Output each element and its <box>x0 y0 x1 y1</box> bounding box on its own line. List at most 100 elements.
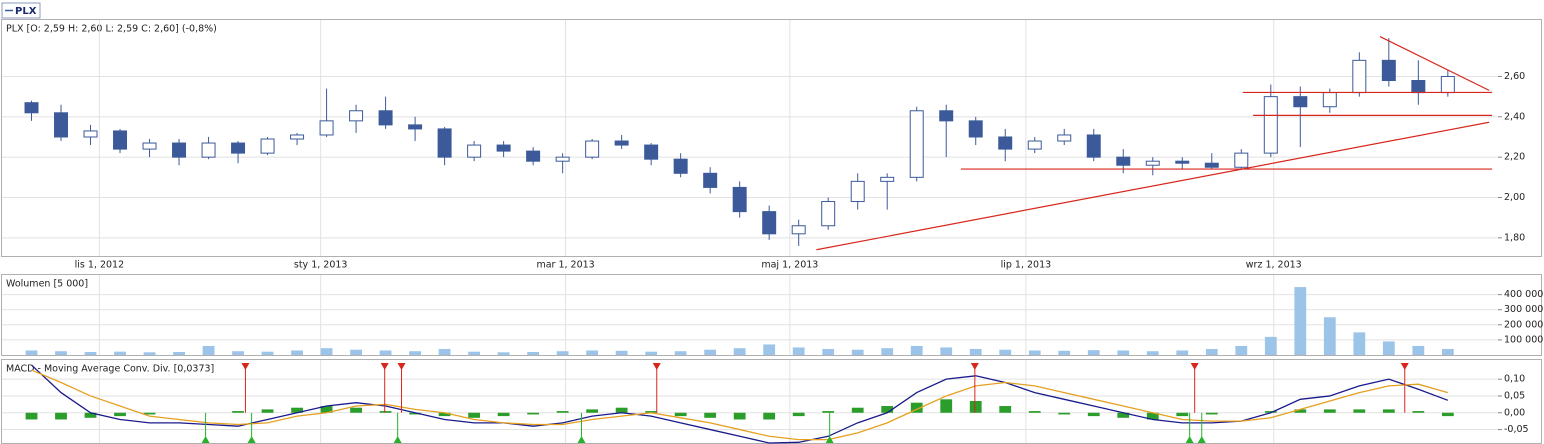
volume-bar <box>1294 287 1307 355</box>
sell-signal <box>241 363 250 370</box>
volume-bar <box>1264 336 1277 355</box>
volume-bar <box>615 350 628 355</box>
macd-histogram-bar <box>1264 411 1277 413</box>
candle-body <box>1057 134 1072 142</box>
trend-line <box>816 121 1490 251</box>
candle-body <box>496 144 511 152</box>
candle-body <box>673 158 688 174</box>
x-tick-label: lip 1, 2013 <box>1001 260 1052 271</box>
macd-histogram-bar <box>25 412 38 420</box>
volume-bar <box>1235 345 1248 355</box>
macd-histogram-bar <box>704 412 717 418</box>
candle-body <box>437 128 452 158</box>
candle-body <box>1293 96 1308 108</box>
candle-body <box>1234 152 1249 168</box>
macd-histogram-bar <box>1441 412 1454 417</box>
macd-histogram-bar <box>114 412 126 417</box>
volume-bar <box>527 351 540 355</box>
volume-bar <box>55 351 67 355</box>
macd-title: MACD - Moving Average Conv. Div. [0,0373… <box>6 364 214 375</box>
macd-histogram-bar <box>999 406 1012 413</box>
volume-bar <box>1146 351 1159 355</box>
candle-body <box>319 120 334 136</box>
candle-body <box>821 201 836 227</box>
volume-bar <box>320 348 333 355</box>
macd-histogram-bar <box>232 411 244 413</box>
candle-body <box>1116 156 1131 166</box>
macd-histogram-bar <box>1117 412 1130 418</box>
macd-histogram-bar <box>763 412 776 420</box>
volume-bar <box>409 351 421 355</box>
volume-bar <box>497 352 510 355</box>
macd-histogram-bar <box>261 409 274 413</box>
volume-bar <box>350 349 362 355</box>
volume-bar <box>1117 350 1130 355</box>
candle-body <box>172 142 187 158</box>
macd-histogram-bar <box>379 411 392 413</box>
x-tick-label: maj 1, 2013 <box>761 260 818 271</box>
volume-bar <box>881 348 894 355</box>
volume-bar <box>379 350 392 355</box>
y-tick-label: 400 000 <box>1504 289 1543 300</box>
macd-histogram-bar <box>851 407 864 413</box>
trend-line <box>1379 36 1490 91</box>
macd-histogram-bar <box>586 409 599 413</box>
volume-bar <box>586 350 599 355</box>
candle-body <box>614 140 629 146</box>
buy-signal <box>577 436 586 443</box>
volume-bar <box>1412 345 1425 355</box>
macd-histogram-bar <box>615 407 628 413</box>
volume-bar <box>438 348 451 355</box>
volume-bar <box>84 351 97 355</box>
volume-bar <box>674 351 687 355</box>
macd-histogram-bar <box>1412 411 1425 413</box>
volume-bar <box>468 351 481 355</box>
y-tick-label: 200 000 <box>1504 319 1543 330</box>
macd-histogram-bar <box>792 412 805 417</box>
volume-bar <box>792 347 805 355</box>
volume-bar <box>822 348 835 355</box>
macd-histogram-bar <box>1146 412 1159 420</box>
y-tick-label: 300 000 <box>1504 304 1543 315</box>
candle-body <box>54 112 69 138</box>
sell-signal <box>1400 363 1409 370</box>
volume-bar <box>645 351 658 355</box>
y-tick-label: 0,00 <box>1504 407 1525 418</box>
macd-histogram-bar <box>468 412 481 418</box>
sell-signal <box>652 363 661 370</box>
volume-bar <box>1087 350 1100 355</box>
legend-box[interactable] <box>1 2 41 19</box>
candle-body <box>467 144 482 158</box>
macd-histogram-bar <box>497 412 510 417</box>
candle-body <box>1263 96 1278 154</box>
y-tick-label: 0,10 <box>1504 374 1525 385</box>
macd-histogram-bar <box>350 407 362 413</box>
y-tick-label: 1,80 <box>1504 232 1525 243</box>
candle-body <box>24 102 39 114</box>
volume-bar <box>910 345 923 355</box>
macd-line <box>31 369 1449 441</box>
candle-body <box>880 176 895 182</box>
volume-bar <box>1382 341 1395 355</box>
macd-histogram-bar <box>969 400 982 413</box>
candle-body <box>290 134 305 140</box>
x-tick-label: mar 1, 2013 <box>536 260 594 271</box>
candle-body <box>850 180 865 203</box>
candle-body <box>113 130 128 150</box>
volume-bar <box>1176 350 1189 355</box>
x-tick-label: lis 1, 2012 <box>75 260 125 271</box>
candle-body <box>1204 162 1219 168</box>
candle-body <box>909 110 924 178</box>
legend-label: PLX <box>15 6 37 17</box>
macd-histogram-bar <box>822 411 835 413</box>
volume-bar <box>733 348 746 355</box>
volume-bar <box>763 344 776 355</box>
volume-bar <box>1028 350 1041 355</box>
sell-signal <box>1190 363 1199 370</box>
candle-body <box>585 140 600 158</box>
y-tick-label: 2,40 <box>1504 111 1525 122</box>
macd-histogram-bar <box>1087 412 1100 417</box>
volume-bar <box>291 350 303 355</box>
volume-panel <box>1 274 1542 356</box>
buy-signal <box>247 436 256 443</box>
